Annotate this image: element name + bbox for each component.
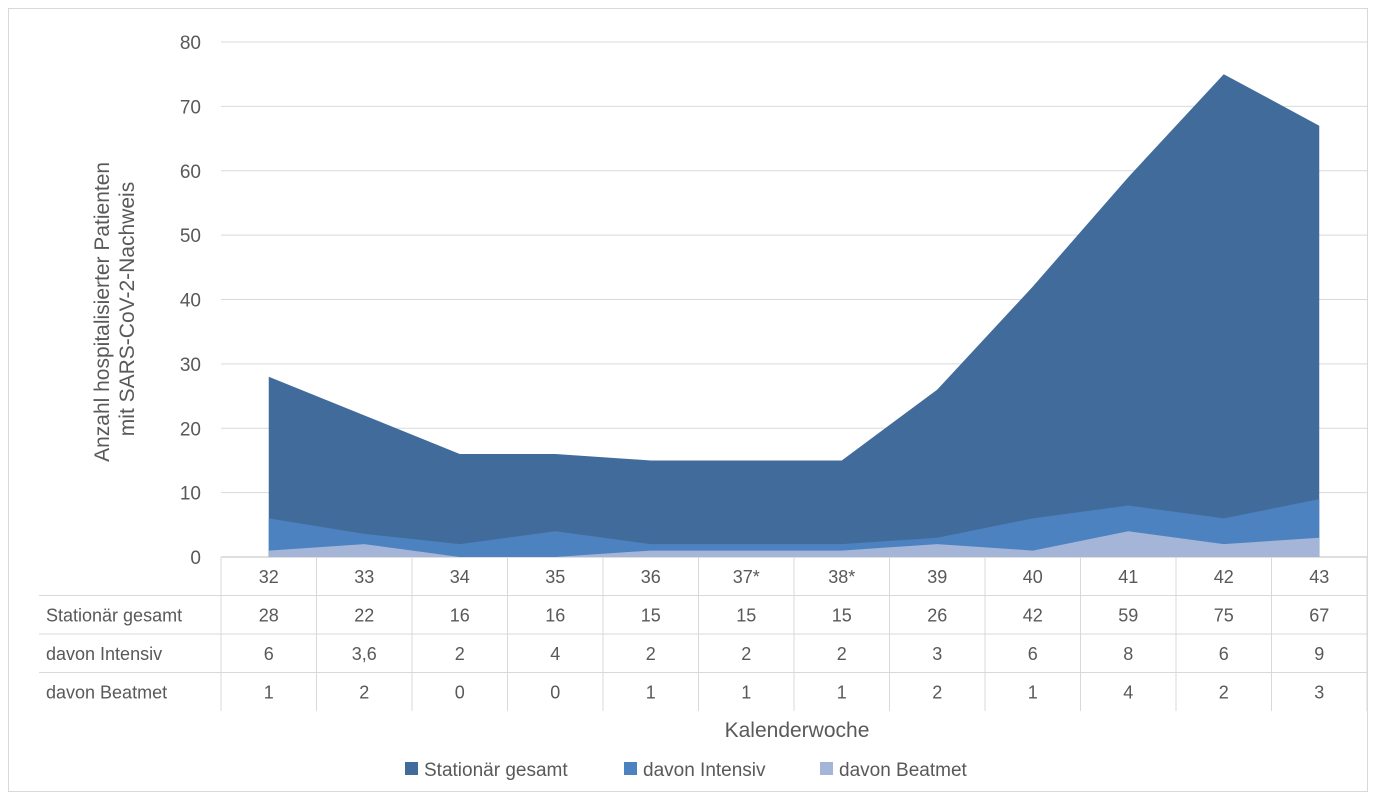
category-label: 33 — [354, 567, 374, 587]
table-cell: 16 — [450, 606, 470, 626]
y-tick-label: 60 — [180, 162, 201, 183]
table-cell: 0 — [550, 683, 560, 703]
y-axis: 0 10 20 30 40 50 60 70 80 — [180, 33, 201, 569]
y-tick-label: 40 — [180, 291, 201, 312]
x-axis-title: Kalenderwoche — [725, 719, 870, 742]
legend-swatch — [405, 762, 418, 775]
table-cell: 28 — [259, 606, 279, 626]
legend-label: davon Intensiv — [643, 760, 766, 781]
category-label: 42 — [1214, 567, 1234, 587]
table-cell: 15 — [641, 606, 661, 626]
y-tick-label: 50 — [180, 226, 201, 247]
category-label: 43 — [1309, 567, 1329, 587]
area-series-1 — [268, 74, 1320, 557]
y-tick-label: 80 — [180, 33, 201, 54]
table-cell: 3,6 — [352, 644, 377, 664]
legend-swatch — [820, 762, 833, 775]
category-label: 38* — [828, 567, 855, 587]
table-cell: 2 — [741, 644, 751, 664]
table-cell: 1 — [837, 683, 847, 703]
table-cell: 15 — [736, 606, 756, 626]
y-axis-title-line-1: Anzahl hospitalisierter Patienten — [91, 162, 114, 462]
table-cell: 9 — [1314, 644, 1324, 664]
table-cell: 2 — [359, 683, 369, 703]
table-cell: 0 — [455, 683, 465, 703]
table-cell: 42 — [1023, 606, 1043, 626]
y-axis-title-line-2: mit SARS-CoV-2-Nachweis — [116, 182, 139, 436]
y-tick-label: 10 — [180, 484, 201, 505]
table-cell: 22 — [354, 606, 374, 626]
table-row-label: Stationär gesamt — [46, 606, 182, 626]
table-cell: 1 — [646, 683, 656, 703]
y-axis-title: Anzahl hospitalisierter Patienten mit SA… — [91, 156, 139, 462]
y-tick-label: 70 — [180, 97, 201, 118]
chart-frame: 32 33 34 35 36 37* 38* 39 40 41 42 43 Stationär gesa… — [8, 8, 1368, 792]
table-cell: 67 — [1309, 606, 1329, 626]
table-cell: 4 — [550, 644, 560, 664]
y-tick-label: 0 — [190, 548, 201, 569]
legend-label: Stationär gesamt — [424, 760, 568, 781]
category-label: 35 — [545, 567, 565, 587]
category-label: 34 — [450, 567, 470, 587]
table-cell: 2 — [837, 644, 847, 664]
category-label: 32 — [259, 567, 279, 587]
area-series-3 — [268, 531, 1320, 557]
table-cell: 59 — [1118, 606, 1138, 626]
table-cell: 1 — [1028, 683, 1038, 703]
table-row-label: davon Intensiv — [46, 644, 162, 664]
table-cell: 3 — [932, 644, 942, 664]
table-cell: 26 — [927, 606, 947, 626]
category-label: 37* — [733, 567, 760, 587]
table-cell: 6 — [264, 644, 274, 664]
table-cell: 1 — [264, 683, 274, 703]
y-tick-label: 20 — [180, 419, 201, 440]
category-label: 41 — [1118, 567, 1138, 587]
table-cell: 2 — [1219, 683, 1229, 703]
category-label: 39 — [927, 567, 947, 587]
table-cell: 2 — [932, 683, 942, 703]
legend: Stationär gesamt davon Intensiv davon Beat… — [405, 760, 968, 781]
table-row-label: davon Beatmet — [46, 683, 167, 703]
table-cell: 16 — [545, 606, 565, 626]
category-label: 36 — [641, 567, 661, 587]
table-cell: 2 — [455, 644, 465, 664]
table-cell: 2 — [646, 644, 656, 664]
area-series-2 — [268, 499, 1320, 557]
table-cell: 15 — [832, 606, 852, 626]
legend-label: davon Beatmet — [839, 760, 968, 781]
table-cell: 6 — [1219, 644, 1229, 664]
category-label: 40 — [1023, 567, 1043, 587]
legend-swatch — [624, 762, 637, 775]
table-cell: 6 — [1028, 644, 1038, 664]
table-cell: 4 — [1123, 683, 1133, 703]
table-cell: 3 — [1314, 683, 1324, 703]
table-cell: 75 — [1214, 606, 1234, 626]
table-cell: 8 — [1123, 644, 1133, 664]
table-cell: 1 — [741, 683, 751, 703]
y-tick-label: 30 — [180, 355, 201, 376]
series-areas — [268, 74, 1320, 557]
